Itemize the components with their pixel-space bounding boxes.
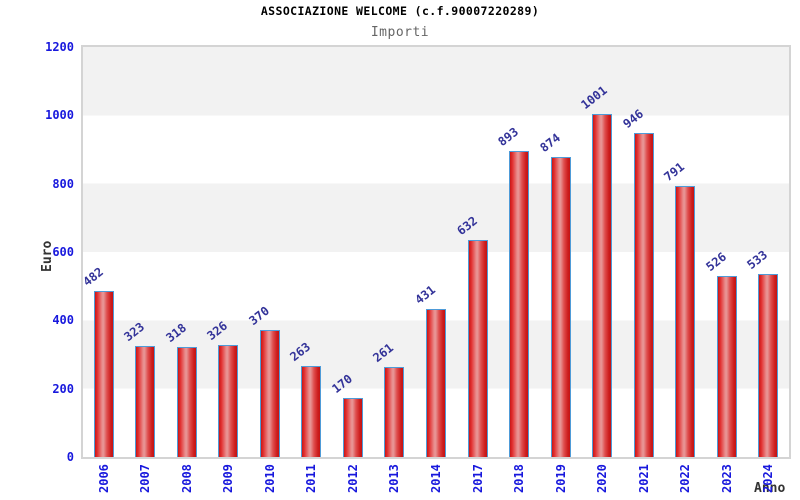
bar-2006 (93, 291, 114, 457)
chart-title: ASSOCIAZIONE WELCOME (c.f.90007220289) (260, 4, 540, 18)
x-tick-label-2022: 2022 (678, 464, 693, 493)
x-tick-label-2011: 2011 (304, 464, 319, 493)
y-tick-label-600: 600 (52, 245, 74, 259)
bar-value-label-2018: 893 (495, 124, 522, 149)
bar-2011 (301, 366, 322, 457)
x-tick-label-2013: 2013 (387, 464, 402, 493)
bar-value-label-2014: 431 (412, 282, 439, 307)
y-tick-label-1200: 1200 (45, 40, 74, 54)
bar-2007 (135, 346, 156, 457)
bar-value-label-2024: 533 (744, 247, 771, 272)
x-tick-label-2020: 2020 (595, 464, 610, 493)
x-tick-label-2009: 2009 (221, 464, 236, 493)
bar-value-label-2009: 326 (204, 318, 231, 343)
plot-area: 482 323 318 326 370 263 170 261 431 632 893 874 1001… (80, 45, 791, 459)
bar-2020 (592, 114, 613, 457)
y-tick-label-1000: 1000 (45, 108, 74, 123)
x-tick-label-2017: 2017 (470, 464, 485, 493)
bar-value-label-2022: 791 (661, 159, 688, 184)
bar-2018 (509, 151, 530, 457)
bar-value-label-2017: 632 (453, 213, 480, 238)
x-tick-label-2007: 2007 (138, 464, 153, 493)
bar-value-label-2021: 946 (620, 106, 646, 131)
x-tick-label-2008: 2008 (179, 464, 194, 493)
bar-2013 (384, 367, 405, 457)
chart-subtitle: Importi (370, 25, 430, 40)
bar-2019 (550, 157, 571, 457)
bar-value-label-2006: 482 (80, 264, 106, 289)
bar-value-label-2012: 170 (329, 371, 356, 396)
x-axis-title: Anno (754, 481, 786, 496)
bar-value-label-2023: 526 (703, 249, 729, 274)
bar-2008 (176, 347, 197, 457)
bar-value-label-2020: 1001 (578, 83, 610, 112)
bar-2017 (467, 240, 488, 457)
bar-2023 (716, 276, 737, 457)
x-tick-label-2024: 2024 (761, 464, 776, 493)
x-tick-label-2012: 2012 (345, 464, 360, 493)
x-tick-label-2014: 2014 (429, 464, 443, 493)
y-tick-label-0: 0 (66, 450, 74, 464)
bar-value-label-2011: 263 (287, 339, 314, 364)
bar-2010 (259, 330, 280, 457)
y-tick-label-200: 200 (52, 381, 74, 396)
x-tick-label-2010: 2010 (262, 464, 277, 493)
bar-value-label-2008: 318 (163, 320, 189, 345)
bar-value-label-2007: 323 (121, 319, 148, 344)
bar-2014 (426, 309, 446, 457)
x-tick-label-2018: 2018 (512, 464, 527, 493)
x-tick-label-2006: 2006 (96, 464, 111, 493)
bar-value-label-2010: 370 (246, 303, 272, 328)
x-tick-label-2023: 2023 (719, 464, 734, 493)
y-tick-label-800: 800 (52, 176, 74, 191)
x-tick-label-2019: 2019 (553, 464, 568, 493)
bar-2009 (218, 345, 239, 457)
bar-2021 (633, 133, 654, 457)
y-tick-label-400: 400 (52, 313, 74, 328)
x-tick-label-2021: 2021 (636, 464, 651, 493)
bar-value-label-2019: 874 (536, 130, 563, 155)
bar-value-label-2013: 261 (370, 340, 397, 365)
bar-2012 (342, 398, 363, 457)
bar-2022 (675, 186, 696, 457)
bar-2024 (758, 274, 779, 457)
